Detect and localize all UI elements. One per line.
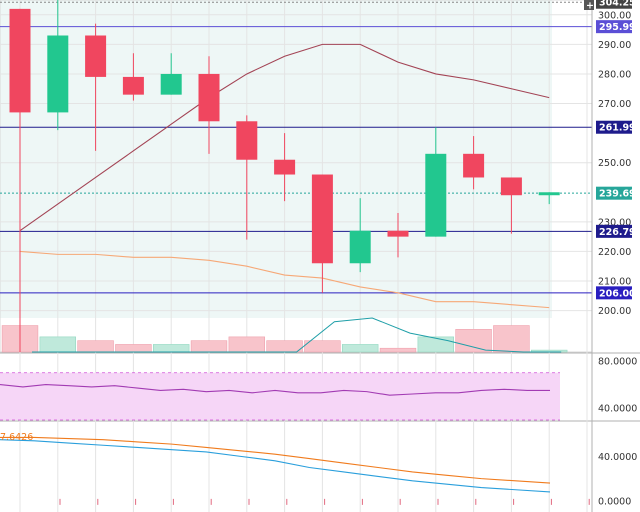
level-tag-label: 295.99 [599, 22, 636, 33]
volume-bar [190, 340, 228, 353]
volume-bar [455, 329, 492, 353]
candle-body [425, 153, 447, 237]
level-tag-label: 304.25 [599, 0, 636, 9]
candle-body [387, 230, 409, 237]
price-tick-label: 280.00 [598, 69, 631, 80]
volume-bar [417, 336, 454, 353]
level-tag-label: 226.79 [599, 227, 636, 238]
moving-average-short [19, 43, 550, 232]
volume-bar [153, 344, 190, 353]
volume-bar [228, 336, 265, 353]
price-tick-label: 210.00 [598, 277, 631, 288]
candle-body [122, 76, 144, 95]
volume-bar [379, 347, 417, 353]
oscillator-panel [0, 372, 560, 421]
plus-icon [584, 0, 594, 10]
level-tag-label: 239.69 [599, 189, 636, 200]
price-tick-label: 300.00 [598, 10, 631, 21]
level-tag-label: 206.00 [599, 288, 636, 299]
macd-value-label: 7.6426 [0, 432, 33, 443]
volume-bar [77, 340, 114, 353]
volume-bar [341, 344, 379, 353]
level-tag [596, 286, 632, 300]
price-tick-label: 250.00 [598, 158, 631, 169]
level-tag [596, 186, 632, 200]
candle-body [85, 35, 107, 77]
candle-body [47, 35, 69, 113]
candle-body [311, 174, 333, 264]
macd-series-line [0, 439, 551, 493]
volume-bar [39, 336, 77, 353]
level-tag [596, 20, 632, 34]
candle-body [274, 159, 296, 175]
candle-body [236, 121, 258, 160]
price-tick-label: 220.00 [598, 247, 631, 258]
price-tick-label: 290.00 [598, 40, 631, 51]
candle-body [9, 8, 31, 113]
price-axis: 300.00 290.00 280.00 270.00 250.00 230.00 220.… [584, 0, 637, 512]
oscillator-tick-label: 80.0000 [598, 356, 637, 367]
oscillator-band [0, 372, 560, 420]
level-tag [596, 0, 632, 9]
price-tick-label: 270.00 [598, 99, 631, 110]
candle-body [538, 192, 560, 196]
price-tick-label: 230.00 [598, 217, 631, 228]
volume-bar [266, 340, 303, 353]
level-tag [596, 120, 632, 134]
macd-tick-label: 40.0000 [598, 452, 637, 463]
level-tag-label: 261.99 [599, 123, 636, 134]
oscillator-line [0, 383, 550, 396]
candle-body [198, 73, 220, 122]
macd-panel: 7.6426 [0, 432, 590, 505]
candle-body [160, 73, 182, 95]
price-tick-label: 200.00 [598, 306, 631, 317]
plus-icon-glyph: + [586, 1, 594, 12]
candle-body [463, 153, 485, 178]
macd-tick-label: 0.0000 [598, 496, 631, 507]
candle-body [500, 177, 522, 196]
volume-trend-line [32, 317, 562, 353]
moving-average-long [19, 250, 550, 309]
oscillator-tick-label: 40.0000 [598, 404, 637, 415]
macd-series-line [0, 436, 551, 484]
candle-body [349, 230, 371, 264]
level-tag [596, 224, 632, 238]
volume-bar [493, 325, 530, 353]
volume-bar [115, 344, 152, 353]
volume-bar [304, 340, 341, 353]
